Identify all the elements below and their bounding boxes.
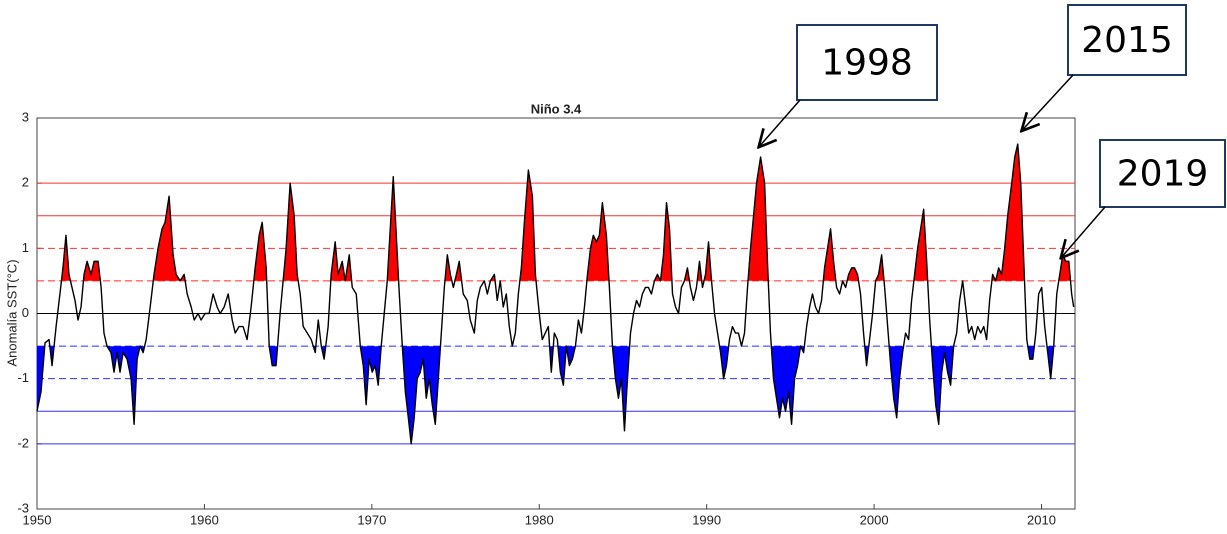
x-tick-label: 1950 — [23, 512, 52, 527]
y-tick-label: 2 — [22, 175, 29, 190]
y-tick-label: -3 — [17, 500, 29, 515]
annotation-box — [1067, 4, 1187, 76]
annotation-box — [796, 24, 938, 101]
annotation-label: 1998 — [821, 43, 913, 84]
x-tick-label: 1980 — [525, 512, 554, 527]
y-tick-label: -1 — [17, 370, 29, 385]
y-tick-label: 1 — [22, 240, 29, 255]
x-tick-label: 1970 — [357, 512, 386, 527]
warm-fill — [61, 144, 1071, 281]
chart-title: Niño 3.4 — [531, 101, 582, 116]
annotation-label: 2019 — [1117, 154, 1209, 195]
x-tick-label: 2010 — [1027, 512, 1056, 527]
annotation-box — [1099, 139, 1226, 208]
cold-fill — [37, 346, 1054, 444]
y-axis-label: Anomalía SST(°C) — [4, 259, 19, 366]
y-tick-label: -2 — [17, 435, 29, 450]
y-tick-label: 3 — [22, 109, 29, 124]
annotation-arrow — [1061, 206, 1106, 258]
x-tick-label: 2000 — [860, 512, 889, 527]
anomaly-line — [36, 143, 1075, 445]
annotation-arrow — [1021, 74, 1074, 131]
x-tick-label: 1960 — [190, 512, 219, 527]
annotation-label: 2015 — [1081, 20, 1173, 61]
y-tick-label: 0 — [22, 305, 29, 320]
x-tick-label: 1990 — [692, 512, 721, 527]
annotation-arrow — [759, 99, 801, 147]
